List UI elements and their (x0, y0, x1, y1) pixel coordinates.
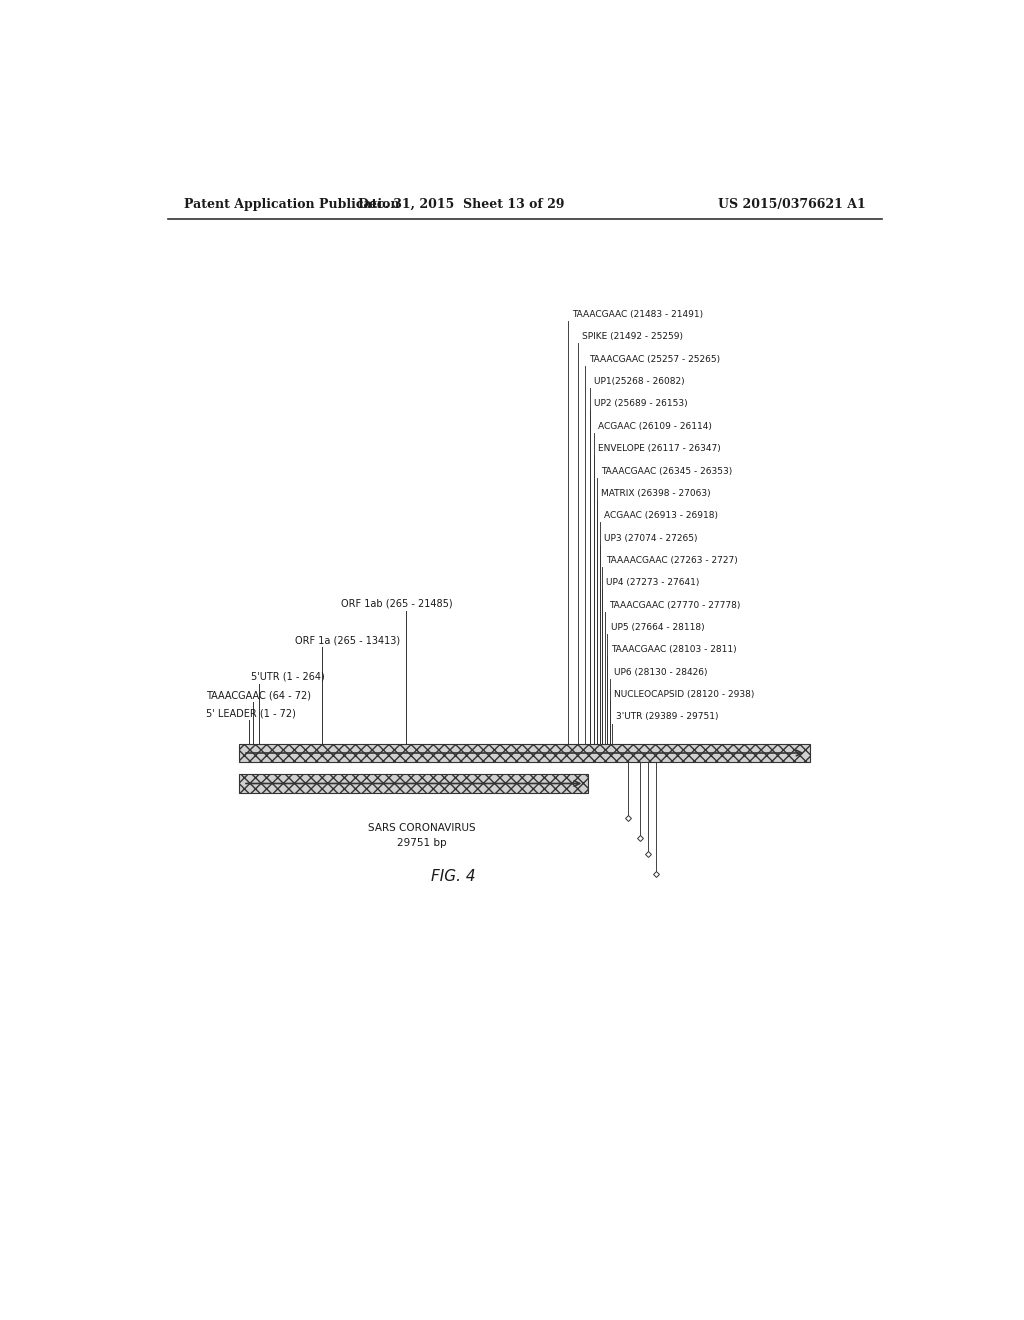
Text: 29751 bp: 29751 bp (397, 838, 446, 849)
Text: UP5 (27664 - 28118): UP5 (27664 - 28118) (611, 623, 705, 632)
Text: MATRIX (26398 - 27063): MATRIX (26398 - 27063) (601, 488, 711, 498)
Text: 3'UTR (29389 - 29751): 3'UTR (29389 - 29751) (616, 713, 719, 722)
Text: TAAACGAAC (25257 - 25265): TAAACGAAC (25257 - 25265) (589, 355, 720, 364)
Text: TAAACGAAC (21483 - 21491): TAAACGAAC (21483 - 21491) (572, 310, 703, 319)
Text: 5'UTR (1 - 264): 5'UTR (1 - 264) (251, 672, 325, 682)
Text: SPIKE (21492 - 25259): SPIKE (21492 - 25259) (582, 333, 683, 342)
Text: ORF 1ab (265 - 21485): ORF 1ab (265 - 21485) (341, 599, 453, 609)
Text: ENVELOPE (26117 - 26347): ENVELOPE (26117 - 26347) (598, 444, 721, 453)
Text: UP2 (25689 - 26153): UP2 (25689 - 26153) (594, 400, 687, 408)
Text: 5' LEADER (1 - 72): 5' LEADER (1 - 72) (206, 709, 296, 718)
Text: US 2015/0376621 A1: US 2015/0376621 A1 (718, 198, 866, 211)
Text: ORF 1a (265 - 13413): ORF 1a (265 - 13413) (295, 635, 399, 645)
Text: Dec. 31, 2015  Sheet 13 of 29: Dec. 31, 2015 Sheet 13 of 29 (358, 198, 564, 211)
Bar (240, 744, 811, 762)
Text: UP3 (27074 - 27265): UP3 (27074 - 27265) (604, 533, 697, 543)
Text: ACGAAC (26109 - 26114): ACGAAC (26109 - 26114) (598, 422, 712, 430)
Text: SARS CORONAVIRUS: SARS CORONAVIRUS (368, 824, 475, 833)
Text: NUCLEOCAPSID (28120 - 2938): NUCLEOCAPSID (28120 - 2938) (613, 690, 754, 700)
Text: TAAACGAAC (28103 - 2811): TAAACGAAC (28103 - 2811) (611, 645, 737, 655)
Text: TAAAACGAAC (27263 - 2727): TAAAACGAAC (27263 - 2727) (606, 556, 737, 565)
Bar (240, 775, 588, 792)
Text: TAAACGAAC (27770 - 27778): TAAACGAAC (27770 - 27778) (609, 601, 740, 610)
Text: TAAACGAAC (26345 - 26353): TAAACGAAC (26345 - 26353) (601, 466, 732, 475)
Text: UP1(25268 - 26082): UP1(25268 - 26082) (594, 378, 684, 385)
Text: TAAACGAAC (64 - 72): TAAACGAAC (64 - 72) (206, 690, 310, 700)
Text: UP6 (28130 - 28426): UP6 (28130 - 28426) (613, 668, 708, 677)
Text: Patent Application Publication: Patent Application Publication (183, 198, 399, 211)
Text: UP4 (27273 - 27641): UP4 (27273 - 27641) (606, 578, 699, 587)
Text: FIG. 4: FIG. 4 (431, 869, 476, 884)
Text: ACGAAC (26913 - 26918): ACGAAC (26913 - 26918) (604, 511, 718, 520)
